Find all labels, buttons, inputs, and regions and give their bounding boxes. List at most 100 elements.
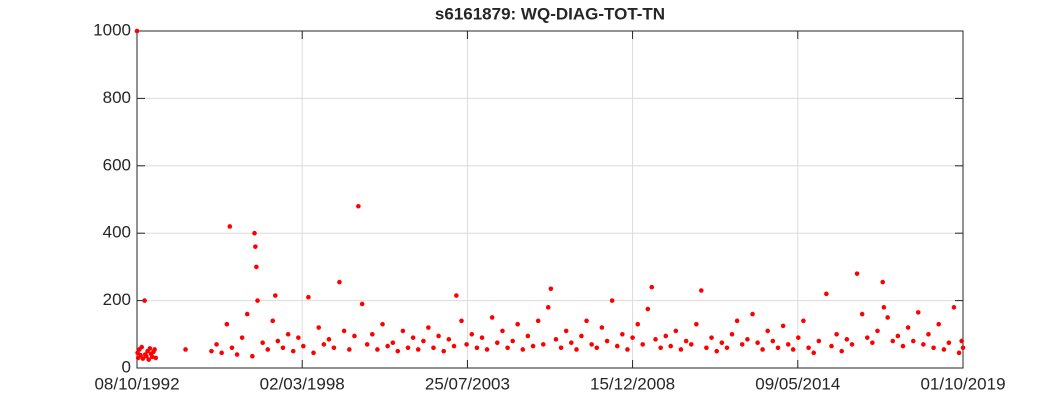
data-point xyxy=(255,298,260,303)
data-point xyxy=(311,350,316,356)
data-point xyxy=(270,318,276,324)
data-point xyxy=(709,335,714,340)
data-point xyxy=(745,337,750,342)
data-point xyxy=(183,347,188,352)
data-point xyxy=(558,345,564,351)
data-point xyxy=(811,350,817,356)
data-point xyxy=(153,355,159,361)
data-point xyxy=(431,345,436,351)
data-point xyxy=(625,347,630,352)
data-point xyxy=(849,342,855,347)
data-point xyxy=(926,332,931,337)
data-point xyxy=(405,345,411,351)
data-point xyxy=(331,345,337,351)
x-tick-label: 01/10/2019 xyxy=(920,374,1005,393)
data-point xyxy=(563,328,569,334)
data-point xyxy=(535,318,541,324)
data-point xyxy=(645,306,651,312)
data-point xyxy=(785,342,791,347)
data-point xyxy=(316,325,322,330)
data-point xyxy=(770,338,776,344)
data-point xyxy=(834,332,839,337)
data-point xyxy=(795,335,801,340)
data-point xyxy=(375,347,380,352)
data-point xyxy=(484,347,490,352)
data-point xyxy=(816,338,822,344)
data-point xyxy=(653,337,658,342)
data-point xyxy=(890,338,896,344)
data-point xyxy=(956,350,962,356)
data-point xyxy=(951,305,957,310)
data-point xyxy=(515,321,520,327)
data-point xyxy=(356,203,361,209)
data-point xyxy=(936,321,941,327)
y-tick-label: 800 xyxy=(103,88,131,107)
data-point xyxy=(410,335,416,340)
data-point xyxy=(359,301,365,307)
data-point xyxy=(260,340,265,346)
data-point xyxy=(275,338,281,344)
data-point xyxy=(630,335,635,340)
data-point xyxy=(704,345,709,351)
y-tick-label: 1000 xyxy=(93,20,131,39)
data-point xyxy=(668,343,674,349)
data-point xyxy=(380,321,385,327)
data-point xyxy=(250,353,255,359)
data-point xyxy=(149,354,155,360)
data-point xyxy=(714,348,720,354)
data-point xyxy=(280,345,286,351)
data-point xyxy=(765,328,770,334)
data-point xyxy=(724,345,730,351)
data-point xyxy=(719,340,725,346)
data-point xyxy=(139,344,144,350)
data-point xyxy=(321,342,327,347)
data-point xyxy=(352,333,357,339)
data-point xyxy=(658,345,663,351)
data-point xyxy=(905,325,911,330)
data-point xyxy=(824,291,829,297)
data-point xyxy=(229,345,235,351)
data-point xyxy=(446,337,452,342)
data-point xyxy=(441,348,447,354)
data-point xyxy=(829,343,834,349)
data-point xyxy=(864,335,870,340)
data-point xyxy=(489,315,495,320)
x-tick-label: 25/07/2003 xyxy=(425,374,510,393)
data-point xyxy=(244,311,250,317)
data-point xyxy=(390,340,396,346)
data-point xyxy=(910,338,916,344)
data-point xyxy=(285,332,291,337)
data-point xyxy=(400,328,406,334)
x-tick-label: 08/10/1992 xyxy=(94,374,179,393)
data-point xyxy=(341,328,347,334)
data-point xyxy=(326,337,332,342)
x-tick-label: 02/03/1998 xyxy=(260,374,345,393)
data-point xyxy=(604,338,610,344)
data-point xyxy=(436,333,441,339)
data-point xyxy=(574,347,579,352)
data-point xyxy=(941,347,947,352)
data-point xyxy=(780,323,786,329)
data-point xyxy=(960,345,966,351)
data-point xyxy=(142,298,147,303)
data-point xyxy=(875,328,880,334)
data-point xyxy=(421,338,426,344)
data-point xyxy=(505,345,510,351)
data-point xyxy=(525,333,531,339)
data-point xyxy=(683,338,689,344)
data-point xyxy=(594,345,600,351)
data-point xyxy=(254,264,259,270)
data-point xyxy=(694,321,699,327)
data-point xyxy=(146,357,152,362)
data-point xyxy=(584,318,589,324)
data-point xyxy=(775,345,781,351)
data-point xyxy=(880,279,885,285)
data-point xyxy=(553,337,559,342)
data-point xyxy=(296,335,301,340)
data-point xyxy=(640,342,646,347)
data-point xyxy=(252,230,257,236)
data-point xyxy=(915,310,921,315)
data-point xyxy=(454,293,459,298)
chart-title: s6161879: WQ-DIAG-TOT-TN xyxy=(435,4,665,23)
data-point xyxy=(479,335,485,340)
